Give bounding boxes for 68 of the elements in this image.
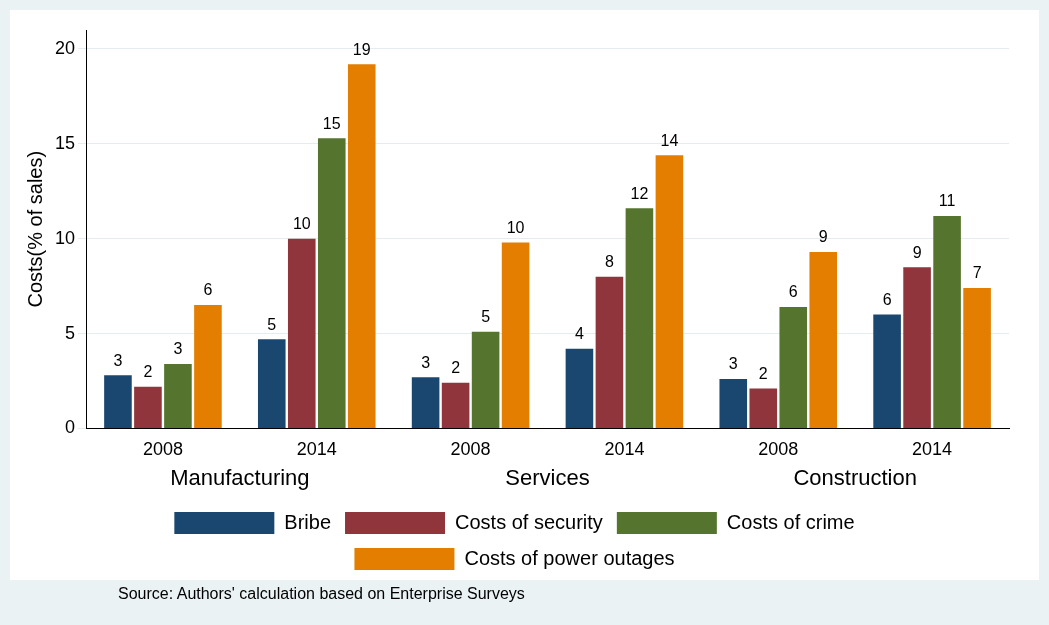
bar — [164, 363, 192, 428]
bar — [933, 215, 961, 428]
y-tick-label: 15 — [54, 132, 76, 153]
text: Construction — [793, 465, 917, 491]
text: Services — [505, 465, 590, 491]
data-label: 5 — [481, 308, 491, 326]
data-label: 14 — [660, 131, 679, 149]
y-tick-label: 20 — [54, 37, 76, 58]
data-label: 6 — [882, 290, 892, 308]
data-label: 3 — [113, 351, 123, 369]
bar — [134, 386, 162, 428]
legend-label: Bribe — [284, 510, 332, 533]
text: Manufacturing — [170, 465, 310, 491]
bar — [257, 339, 286, 428]
data-label: 5 — [267, 315, 277, 333]
bar — [194, 305, 222, 428]
bar — [963, 288, 991, 428]
data-label: 3 — [173, 340, 183, 358]
bar — [501, 242, 530, 428]
x-tick-label: 2014 — [604, 439, 645, 460]
data-label: 8 — [604, 253, 614, 271]
data-label: 3 — [728, 355, 738, 373]
data-label: 11 — [938, 192, 956, 210]
data-label: 4 — [574, 325, 584, 343]
bar — [873, 314, 901, 428]
data-label: 7 — [972, 264, 982, 282]
bar — [287, 238, 316, 428]
data-label: 6 — [788, 283, 798, 301]
data-label: 2 — [451, 359, 461, 377]
bar — [903, 267, 931, 428]
bar — [779, 306, 808, 428]
x-tick-label: 2008 — [142, 439, 183, 460]
x-tick-label: 2008 — [758, 439, 799, 460]
y-tick-label: 5 — [65, 322, 76, 343]
bar — [625, 208, 654, 428]
x-tick-label: 2014 — [296, 439, 337, 460]
data-label: 6 — [203, 281, 213, 299]
bar — [104, 375, 132, 428]
data-label: 2 — [143, 363, 153, 381]
data-label: 19 — [352, 40, 371, 58]
data-label: 12 — [630, 184, 649, 202]
x-tick-label: 2014 — [912, 439, 953, 460]
data-label: 3 — [421, 353, 431, 371]
y-tick-label: 10 — [54, 227, 76, 248]
legend-label: Costs of security — [455, 510, 603, 533]
data-label: 15 — [322, 114, 341, 132]
data-label: 9 — [912, 243, 922, 261]
bar — [411, 377, 440, 428]
y-tick-label: 0 — [65, 417, 76, 438]
bar — [809, 251, 838, 428]
legend-label: Costs of power outages — [464, 546, 675, 569]
bar — [471, 331, 500, 428]
legend-label: Costs of crime — [726, 510, 855, 533]
x-tick-label: 2008 — [450, 439, 491, 460]
data-label: 10 — [506, 218, 525, 236]
bar — [565, 348, 594, 428]
data-label: 9 — [818, 228, 828, 246]
bar — [347, 64, 376, 428]
bar — [655, 155, 684, 428]
bar — [441, 382, 470, 428]
data-label: 10 — [292, 215, 311, 233]
data-label: 2 — [758, 364, 768, 382]
bar — [317, 138, 346, 428]
bar — [719, 379, 748, 428]
bar — [595, 276, 624, 428]
bar — [749, 388, 778, 428]
y-axis-title: Costs(% of sales) — [23, 150, 46, 308]
source-note: Source: Authors' calculation based on Enterprise Surveys — [118, 585, 525, 603]
